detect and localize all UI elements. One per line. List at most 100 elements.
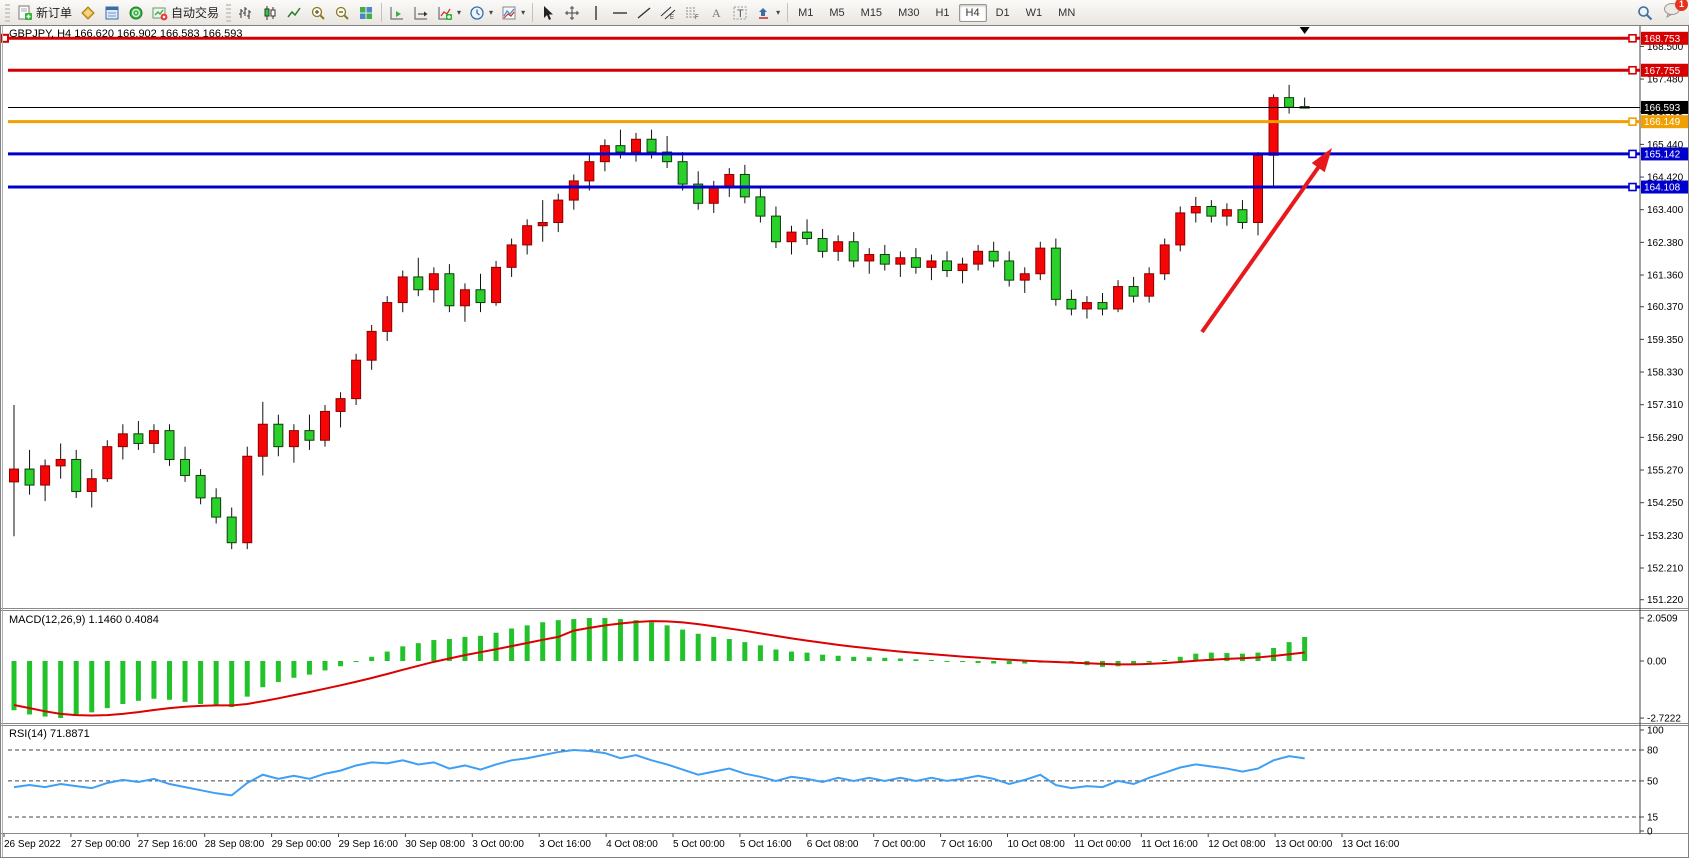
- cursor-tool-button[interactable]: [536, 2, 560, 23]
- crosshair-tool-button[interactable]: [560, 2, 584, 23]
- timeframe-button-M15[interactable]: M15: [860, 6, 883, 19]
- equidistant-channel-icon: E: [660, 6, 676, 21]
- indicators-button[interactable]: ▾: [433, 2, 465, 23]
- price-line-165.142[interactable]: [8, 149, 1640, 159]
- time-axis-label: 29 Sep 16:00: [339, 839, 399, 850]
- svg-text:152.210: 152.210: [1647, 564, 1684, 575]
- candle-body: [1081, 302, 1092, 310]
- macd-bar: [400, 646, 406, 661]
- line-chart-icon: [287, 7, 301, 17]
- new-order-button[interactable]: 新订单: [13, 2, 76, 23]
- arrow-annotation-head: [1311, 148, 1332, 173]
- svg-text:164.108: 164.108: [1644, 183, 1681, 194]
- price-line-164.108[interactable]: [8, 182, 1640, 192]
- candle-body: [148, 430, 159, 444]
- time-axis-label: 7 Oct 16:00: [941, 839, 993, 850]
- macd-bar: [882, 657, 888, 661]
- candle-body: [382, 302, 393, 332]
- timeframe-button-H1[interactable]: H1: [935, 6, 950, 19]
- new-order-label: 新订单: [36, 6, 73, 20]
- vertical-line-tool-button[interactable]: [584, 2, 608, 23]
- timeframe-button-W1[interactable]: W1: [1025, 6, 1043, 19]
- timeframe-button-M1[interactable]: M1: [798, 6, 814, 19]
- tile-windows-button[interactable]: [354, 2, 378, 23]
- timeframe-button-M30[interactable]: M30: [898, 6, 920, 19]
- macd-bar: [617, 619, 623, 661]
- candle-body: [1221, 209, 1232, 217]
- price-tag: [1641, 147, 1688, 161]
- macd-bar: [338, 661, 344, 667]
- macd-bar: [602, 618, 608, 661]
- auto-trading-button[interactable]: 自动交易: [148, 2, 223, 23]
- text-label-tool-button[interactable]: T: [728, 2, 752, 23]
- time-axis-label: 12 Oct 08:00: [1208, 839, 1266, 850]
- macd-bar: [1006, 661, 1012, 665]
- line-chart-button[interactable]: [282, 2, 306, 23]
- chart-shift-button[interactable]: [409, 2, 433, 23]
- templates-button[interactable]: ▾: [497, 2, 529, 23]
- search-icon[interactable]: [1637, 5, 1653, 21]
- auto-trading-label: 自动交易: [171, 6, 220, 20]
- chart-profile-icon: [81, 5, 95, 20]
- svg-text:154.250: 154.250: [1647, 498, 1684, 509]
- arrow-annotation[interactable]: [1200, 163, 1322, 334]
- macd-bar: [586, 618, 592, 661]
- candle-body: [537, 222, 548, 227]
- svg-text:E: E: [670, 15, 674, 21]
- zoom-out-button[interactable]: [330, 2, 354, 23]
- price-line-167.755[interactable]: [8, 65, 1640, 75]
- toolbar-grip[interactable]: [226, 3, 232, 22]
- svg-text:167.755: 167.755: [1644, 66, 1681, 77]
- horizontal-line-tool-button[interactable]: [608, 2, 632, 23]
- timeframe-button-M5[interactable]: M5: [829, 6, 845, 19]
- candle-body: [1284, 97, 1295, 108]
- chart-profile-button[interactable]: [76, 2, 100, 23]
- candle-body: [786, 231, 797, 243]
- time-axis-label: 13 Oct 00:00: [1275, 839, 1333, 850]
- price-line-168.753[interactable]: [8, 33, 1640, 43]
- macd-bar: [167, 661, 172, 700]
- macd-bar: [1224, 653, 1230, 661]
- svg-text:151.220: 151.220: [1647, 595, 1684, 606]
- channel-tool-button[interactable]: E: [656, 2, 680, 23]
- timeframe-button-D1[interactable]: D1: [995, 6, 1010, 19]
- candle-body: [957, 263, 968, 272]
- svg-text:15: 15: [1647, 813, 1659, 824]
- time-axis-label: 5 Oct 00:00: [673, 839, 725, 850]
- zoom-in-button[interactable]: [306, 2, 330, 23]
- candle-body: [708, 186, 719, 204]
- time-axis-label: 13 Oct 16:00: [1342, 839, 1400, 850]
- time-axis-label: 27 Sep 00:00: [71, 839, 131, 850]
- timeframe-button-H4[interactable]: H4: [958, 3, 987, 22]
- macd-bar: [820, 654, 826, 661]
- candle-body: [351, 359, 362, 400]
- line-handle: [1628, 65, 1637, 75]
- bar-chart-button[interactable]: [234, 2, 258, 23]
- market-watch-button[interactable]: [100, 2, 124, 23]
- timeframe-button-MN[interactable]: MN: [1058, 6, 1076, 19]
- macd-bar: [509, 628, 515, 661]
- notifications-button[interactable]: 1: [1663, 0, 1688, 23]
- fibonacci-tool-button[interactable]: F: [680, 2, 704, 23]
- macd-bar: [851, 656, 857, 661]
- time-axis-label: 3 Oct 16:00: [539, 839, 591, 850]
- arrows-tool-button[interactable]: ▾: [752, 2, 784, 23]
- macd-bar: [1193, 653, 1199, 661]
- trendline-tool-button[interactable]: [632, 2, 656, 23]
- time-axis-label: 10 Oct 08:00: [1008, 839, 1066, 850]
- candlestick-chart-button[interactable]: [258, 2, 282, 23]
- auto-scroll-button[interactable]: [385, 2, 409, 23]
- price-tag: [1641, 63, 1688, 77]
- chart-canvas[interactable]: 168.500167.480166.460165.440164.420163.4…: [0, 25, 1689, 859]
- svg-text:100: 100: [1647, 726, 1664, 737]
- svg-text:80: 80: [1647, 746, 1659, 757]
- candle-body: [1253, 154, 1263, 224]
- price-line-166.149[interactable]: [8, 117, 1640, 126]
- last-bar-marker: [1299, 27, 1310, 34]
- line-handle: [1628, 117, 1637, 126]
- text-tool-button[interactable]: A: [704, 2, 728, 23]
- periods-button[interactable]: ▾: [465, 2, 497, 23]
- toolbar-grip[interactable]: [5, 3, 10, 22]
- candle-body: [895, 257, 906, 265]
- navigator-button[interactable]: [124, 2, 148, 23]
